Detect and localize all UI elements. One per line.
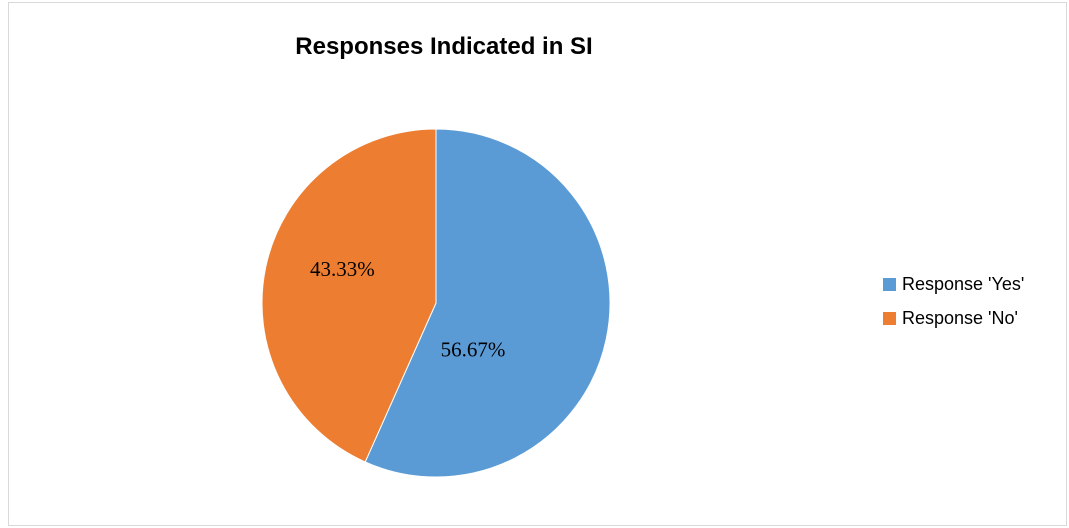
pie-slice-yes xyxy=(364,128,611,478)
pie-slice-no xyxy=(261,128,437,463)
data-label-yes: 56.67% xyxy=(441,338,506,362)
data-label-no: 43.33% xyxy=(310,257,375,281)
legend-label-no: Response 'No' xyxy=(902,307,1018,328)
legend: Response 'Yes' Response 'No' xyxy=(883,267,1024,335)
pie-chart: 56.67% 43.33% xyxy=(261,128,611,478)
legend-item-yes: Response 'Yes' xyxy=(883,267,1024,301)
chart-area: Responses Indicated in SI 56.67% 43.33% R… xyxy=(8,2,1067,526)
chart-title: Responses Indicated in SI xyxy=(295,33,593,60)
legend-swatch-yes xyxy=(883,277,896,291)
legend-item-no: Response 'No' xyxy=(883,301,1024,335)
legend-swatch-no xyxy=(883,311,896,325)
legend-label-yes: Response 'Yes' xyxy=(902,273,1025,294)
